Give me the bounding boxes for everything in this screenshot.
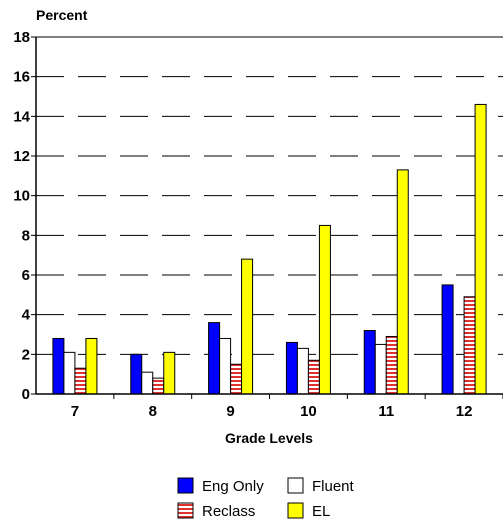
grid-lines: [36, 36, 503, 355]
y-tick-label: 14: [13, 108, 30, 125]
bar-reclass-grade-11: [385, 335, 398, 395]
bar-el-grade-11: [396, 169, 409, 395]
bar-fluent-grade-8: [141, 371, 154, 395]
legend-label-eng-only: Eng Only: [202, 478, 264, 495]
bar-fluent-grade-11: [374, 343, 387, 395]
x-tick-label: 7: [71, 403, 79, 420]
axes: [31, 36, 503, 399]
y-axis-title: Percent: [36, 7, 88, 23]
bars: [52, 103, 487, 395]
bar-fluent-grade-10: [296, 347, 309, 395]
bar-reclass-grade-8: [152, 377, 165, 395]
bar-eng-only-grade-9: [208, 322, 221, 395]
bar-fluent-grade-9: [219, 337, 232, 395]
legend-swatch-fluent: [287, 477, 304, 494]
legend-label-el: EL: [312, 503, 330, 520]
bar-reclass-grade-9: [230, 363, 243, 395]
bar-eng-only-grade-7: [52, 337, 65, 395]
bar-el-grade-12: [474, 103, 487, 395]
bar-el-grade-9: [241, 258, 254, 395]
x-tick-label: 8: [149, 403, 157, 420]
y-tick-label: 10: [13, 188, 30, 205]
legend-label-fluent: Fluent: [312, 478, 355, 495]
y-tick-label: 18: [13, 29, 30, 46]
x-tick-label: 12: [456, 403, 473, 420]
y-tick-label: 12: [13, 148, 30, 165]
x-tick-label: 10: [300, 403, 317, 420]
y-tick-label: 2: [22, 346, 30, 363]
legend-label-reclass: Reclass: [202, 503, 255, 520]
bar-reclass-grade-12: [463, 296, 476, 395]
bar-el-grade-7: [85, 337, 98, 395]
bar-el-grade-10: [318, 224, 331, 395]
y-tick-labels: 0 2 4 6 8 10 12 14 16 18: [13, 29, 30, 403]
y-tick-label: 8: [22, 227, 30, 244]
bar-reclass-grade-10: [307, 359, 320, 395]
y-tick-label: 16: [13, 69, 30, 86]
bar-fluent-grade-7: [63, 351, 76, 395]
bar-reclass-grade-7: [74, 367, 87, 395]
y-tick-label: 6: [22, 267, 30, 284]
legend: Eng Only Fluent Reclass EL: [177, 477, 355, 520]
bar-eng-only-grade-11: [363, 330, 376, 395]
legend-swatch-el: [287, 502, 304, 519]
x-tick-label: 9: [226, 403, 234, 420]
legend-swatch-eng-only: [177, 477, 194, 494]
bar-el-grade-8: [163, 351, 176, 395]
x-axis-title: Grade Levels: [225, 430, 313, 446]
bar-eng-only-grade-12: [441, 284, 454, 395]
x-tick-labels: 7 8 9 10 11 12: [71, 403, 473, 420]
y-tick-label: 4: [22, 307, 31, 324]
legend-swatch-reclass: [177, 502, 194, 519]
y-tick-label: 0: [22, 386, 30, 403]
bar-eng-only-grade-10: [285, 341, 298, 395]
bar-eng-only-grade-8: [130, 353, 143, 395]
x-tick-label: 11: [378, 403, 394, 420]
